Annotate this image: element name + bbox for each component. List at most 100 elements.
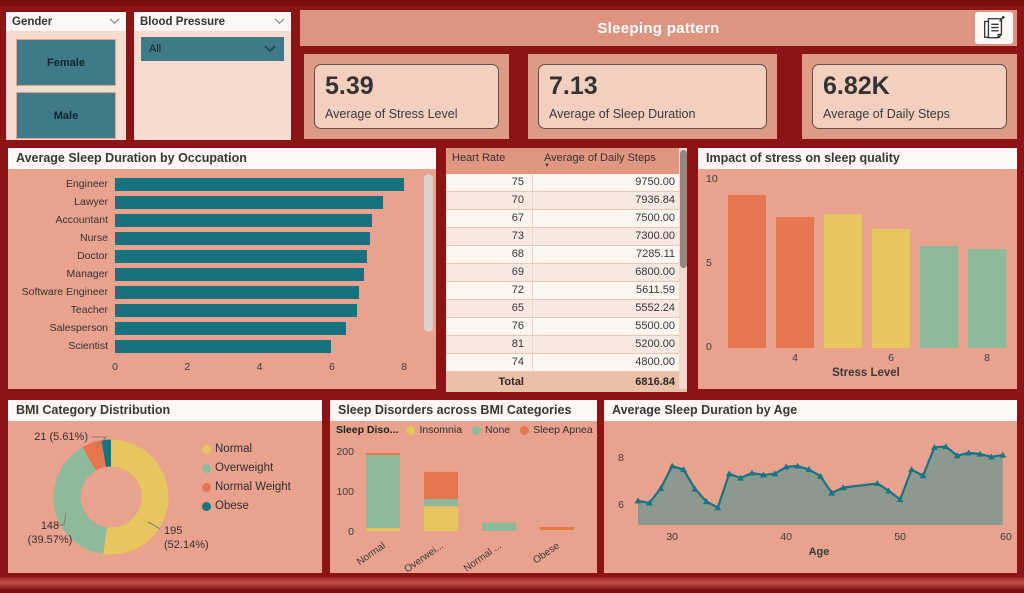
data-point-marker[interactable] (703, 498, 710, 505)
data-point-marker[interactable] (908, 466, 915, 473)
blood-pressure-dropdown[interactable]: All (141, 37, 284, 61)
donut-slice-overweight[interactable] (53, 447, 108, 554)
stacked-segment-sleep-apnea[interactable] (540, 527, 574, 531)
table-row[interactable]: 81 5200.00 (446, 336, 687, 354)
data-point-marker[interactable] (748, 469, 756, 476)
data-point-marker[interactable] (965, 449, 972, 456)
occupation-bar[interactable] (115, 267, 365, 281)
data-point-marker[interactable] (817, 472, 824, 479)
data-point-marker[interactable] (931, 444, 938, 451)
stacked-segment-insomnia[interactable] (424, 506, 458, 531)
legend-label: Normal Weight (215, 481, 291, 493)
data-point-marker[interactable] (805, 466, 813, 473)
stacked-segment-none[interactable] (424, 499, 458, 507)
stress-bar[interactable] (776, 216, 814, 348)
scrollbar[interactable] (424, 174, 433, 332)
legend-item-normal[interactable]: Normal (202, 443, 312, 455)
table-row[interactable]: 74 4800.00 (446, 354, 687, 372)
legend-dot (202, 463, 211, 473)
occupation-bar[interactable] (115, 249, 367, 263)
occupation-bar[interactable] (115, 339, 331, 353)
table-row[interactable]: 73 7300.00 (446, 228, 687, 246)
data-point-marker[interactable] (668, 462, 676, 469)
data-point-marker[interactable] (828, 489, 836, 496)
blood-pressure-slicer-header[interactable]: Blood Pressure (134, 12, 291, 31)
occupation-bar[interactable] (115, 231, 371, 245)
legend-item-obese[interactable]: Obese (202, 500, 312, 512)
x-axis-title: Age (809, 546, 830, 558)
occupation-row: Doctor (8, 247, 404, 265)
occupation-bar[interactable] (115, 195, 383, 209)
data-point-marker[interactable] (794, 462, 801, 469)
scrollbar-track[interactable] (679, 148, 687, 389)
column-header-heart-rate[interactable]: Heart Rate (452, 152, 506, 164)
stress-bar[interactable] (872, 228, 910, 348)
gender-slicer-header[interactable]: Gender (6, 12, 126, 31)
legend-item-insomnia[interactable]: Insomnia (406, 424, 462, 436)
donut-slice-normal[interactable] (103, 439, 169, 555)
occupation-bar[interactable] (115, 285, 359, 299)
table-row[interactable]: 69 6800.00 (446, 264, 687, 282)
chevron-down-icon[interactable] (109, 18, 120, 25)
stacked-segment-insomnia[interactable] (366, 527, 400, 531)
stress-bar[interactable] (968, 248, 1006, 348)
data-point-marker[interactable] (988, 453, 995, 460)
data-point-marker[interactable] (725, 470, 733, 477)
blood-pressure-slicer: Blood Pressure All (134, 12, 291, 140)
stacked-segment-sleep-apnea[interactable] (366, 453, 400, 455)
stress-bar[interactable] (824, 213, 862, 348)
stacked-segment-none[interactable] (366, 455, 400, 528)
stacked-segment-none[interactable] (482, 522, 516, 531)
occupation-bar[interactable] (115, 213, 372, 227)
data-point-marker[interactable] (885, 487, 893, 494)
stress-bar[interactable] (728, 195, 766, 348)
table-row[interactable]: 65 5552.24 (446, 300, 687, 318)
table-row[interactable]: 76 5500.00 (446, 318, 687, 336)
occupation-bar[interactable] (115, 303, 357, 317)
donut-slice-normal-weight[interactable] (82, 440, 107, 471)
donut-callout-label: (39.57%) (28, 534, 73, 546)
data-point-marker[interactable] (714, 504, 722, 511)
data-point-marker[interactable] (691, 485, 699, 492)
table-header[interactable]: Heart Rate Average of Daily Steps ▼ (446, 148, 687, 174)
legend-item-normal-weight[interactable]: Normal Weight (202, 481, 312, 493)
data-point-marker[interactable] (942, 443, 950, 450)
chevron-down-icon[interactable] (274, 18, 285, 25)
legend-title: Sleep Diso... (336, 424, 399, 436)
table-row[interactable]: 75 9750.00 (446, 174, 687, 192)
gender-option-female[interactable]: Female (16, 39, 116, 86)
data-point-marker[interactable] (680, 466, 687, 473)
data-point-marker[interactable] (999, 451, 1007, 458)
table-row[interactable]: 70 7936.84 (446, 192, 687, 210)
stress-bar[interactable] (920, 245, 958, 348)
data-point-marker[interactable] (737, 474, 744, 481)
table-row[interactable]: 67 7500.00 (446, 210, 687, 228)
data-point-marker[interactable] (839, 484, 847, 491)
table-row[interactable]: 72 5611.59 (446, 282, 687, 300)
legend-item-sleep-apnea[interactable]: Sleep Apnea (520, 424, 593, 436)
data-point-marker[interactable] (953, 452, 961, 459)
data-point-marker[interactable] (657, 484, 665, 491)
column-header-daily-steps[interactable]: Average of Daily Steps ▼ (536, 148, 687, 174)
donut-slice-obese[interactable] (101, 439, 112, 467)
data-point-marker[interactable] (874, 480, 881, 487)
table-row[interactable]: 68 7285.11 (446, 246, 687, 264)
gender-option-male[interactable]: Male (16, 92, 116, 139)
data-point-marker[interactable] (771, 470, 779, 477)
data-point-marker[interactable] (896, 495, 904, 502)
data-point-marker[interactable] (634, 497, 642, 504)
scrollbar-thumb[interactable] (680, 150, 687, 268)
occupation-bar[interactable] (115, 321, 347, 335)
data-point-marker[interactable] (782, 463, 790, 470)
data-point-marker[interactable] (976, 450, 984, 457)
notes-button[interactable] (975, 12, 1013, 44)
occupation-bar[interactable] (115, 177, 404, 191)
stacked-segment-sleep-apnea[interactable] (424, 471, 458, 499)
stacked-segment-insomnia[interactable] (540, 530, 574, 531)
legend-item-none[interactable]: None (472, 424, 510, 436)
legend-item-overweight[interactable]: Overweight (202, 462, 312, 474)
data-point-marker[interactable] (919, 472, 927, 479)
data-point-marker[interactable] (760, 471, 767, 478)
data-point-marker[interactable] (646, 499, 653, 506)
sort-descending-icon[interactable]: ▼ (544, 163, 550, 169)
